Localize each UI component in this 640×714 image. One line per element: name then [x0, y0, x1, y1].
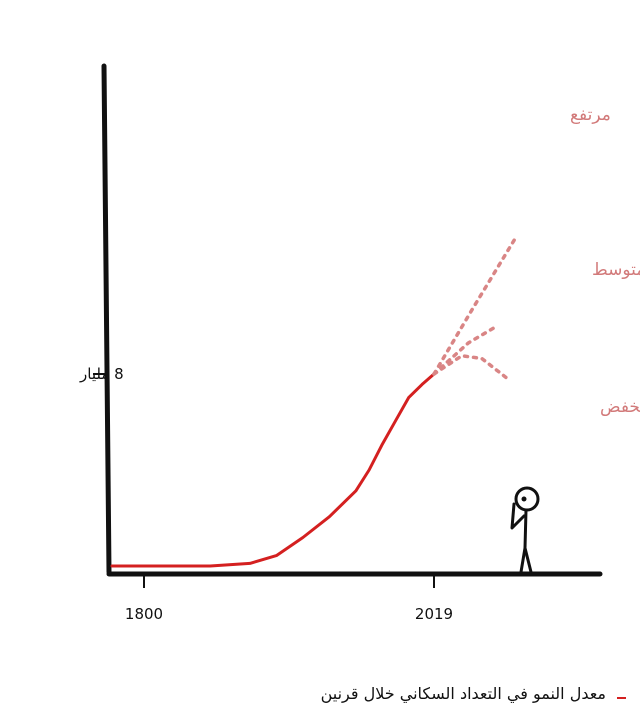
ticks: 1800 2019 8 مليار	[79, 365, 453, 623]
series-line-projection	[432, 237, 517, 376]
series-line-projection	[432, 354, 510, 381]
series-line-projection	[432, 325, 497, 376]
y-tick-label: 8 مليار	[79, 365, 124, 383]
y-axis	[101, 63, 112, 575]
scenario-labels: مرتفع متوسط منخفض	[570, 105, 640, 417]
series-line-history	[110, 372, 436, 568]
scenario-label: مرتفع	[570, 105, 611, 125]
stick-figure-icon	[510, 486, 540, 574]
x-tick-label: 2019	[415, 605, 453, 623]
axes	[101, 63, 603, 577]
scenario-label: متوسط	[592, 260, 640, 280]
x-tick-label: 1800	[125, 605, 163, 623]
chart-caption: معدل النمو في التعداد السكاني خلال قرنين	[320, 684, 606, 703]
legend-swatch	[617, 697, 626, 699]
series-lines	[110, 237, 517, 568]
scenario-label: منخفض	[600, 397, 640, 417]
